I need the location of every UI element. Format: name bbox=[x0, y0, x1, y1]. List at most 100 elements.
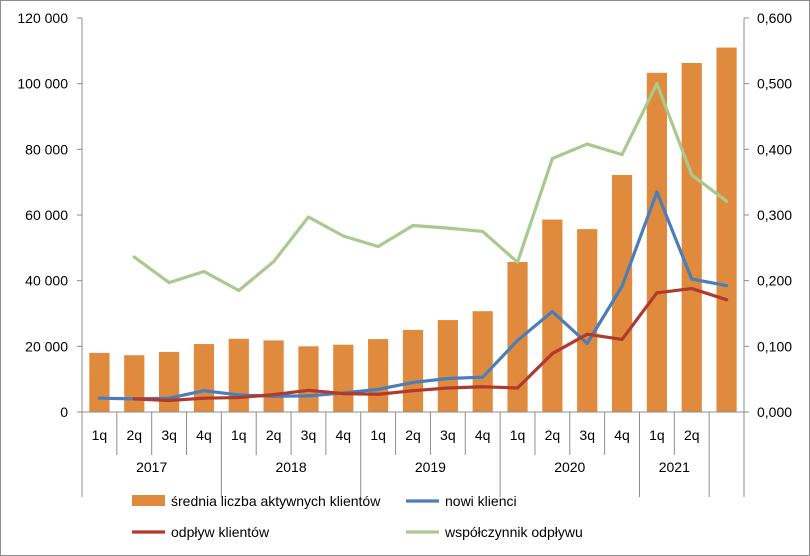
quarter-label-6: 3q bbox=[301, 427, 317, 443]
bar-7 bbox=[333, 344, 354, 412]
line-point-2-1 bbox=[132, 255, 136, 259]
bar-16 bbox=[646, 72, 667, 412]
right-tick-label-4: 0,400 bbox=[757, 141, 792, 157]
line-point-2-12 bbox=[516, 260, 520, 264]
quarter-label-17: 2q bbox=[684, 427, 700, 443]
left-tick-label-3: 60 000 bbox=[25, 207, 68, 223]
right-tick-label-1: 0,100 bbox=[757, 338, 792, 354]
bar-10 bbox=[437, 320, 458, 412]
line-point-1-13 bbox=[550, 352, 554, 356]
quarter-label-14: 3q bbox=[579, 427, 595, 443]
bar-3 bbox=[193, 344, 215, 412]
left-tick-label-1: 20 000 bbox=[25, 338, 68, 354]
line-point-2-4 bbox=[237, 289, 241, 293]
line-point-2-11 bbox=[481, 229, 485, 233]
right-tick-label-0: 0,000 bbox=[757, 404, 792, 420]
quarter-label-5: 2q bbox=[266, 427, 282, 443]
axes-group bbox=[77, 17, 749, 497]
bar-11 bbox=[472, 311, 493, 412]
line-point-1-2 bbox=[167, 399, 171, 403]
line-point-1-17 bbox=[690, 287, 694, 291]
quarter-label-3: 4q bbox=[196, 427, 212, 443]
line-point-1-15 bbox=[620, 337, 624, 341]
bar-12 bbox=[507, 261, 528, 412]
year-label-2: 2019 bbox=[415, 459, 446, 475]
line-point-0-6 bbox=[306, 394, 310, 398]
line-point-1-3 bbox=[202, 396, 206, 400]
line-series-1 bbox=[132, 286, 729, 403]
line-point-1-9 bbox=[411, 389, 415, 393]
line-point-1-1 bbox=[132, 397, 136, 401]
bar-6 bbox=[298, 346, 319, 412]
line-point-1-8 bbox=[376, 392, 380, 396]
right-tick-label-2: 0,200 bbox=[757, 273, 792, 289]
line-point-0-10 bbox=[446, 377, 450, 381]
quarter-label-12: 1q bbox=[510, 427, 526, 443]
quarter-label-15: 4q bbox=[614, 427, 630, 443]
line-point-2-15 bbox=[620, 153, 624, 157]
line-point-1-11 bbox=[481, 385, 485, 389]
bar-0 bbox=[89, 352, 110, 412]
bar-15 bbox=[611, 174, 633, 412]
line-point-2-17 bbox=[690, 173, 694, 177]
line-point-1-5 bbox=[272, 393, 276, 397]
bar-8 bbox=[368, 339, 389, 412]
bar-2 bbox=[159, 351, 180, 412]
line-point-1-14 bbox=[585, 332, 589, 336]
year-label-0: 2017 bbox=[136, 459, 167, 475]
line-point-1-16 bbox=[655, 291, 659, 295]
year-label-3: 2020 bbox=[554, 459, 585, 475]
bar-9 bbox=[402, 329, 424, 412]
bar-14 bbox=[577, 229, 598, 412]
line-point-1-12 bbox=[516, 386, 520, 390]
legend-label-3: współczynnik odpływu bbox=[444, 524, 583, 540]
line-point-0-3 bbox=[202, 389, 206, 393]
line-point-2-14 bbox=[585, 142, 589, 146]
tick-labels-group: 0 20 000 40 000 60 000 80 000 100 000 120 000 0… bbox=[17, 10, 792, 475]
quarter-label-2: 3q bbox=[161, 427, 177, 443]
left-tick-label-2: 40 000 bbox=[25, 273, 68, 289]
line-point-0-0 bbox=[97, 396, 101, 400]
quarter-label-16: 1q bbox=[649, 427, 665, 443]
left-tick-label-6: 120 000 bbox=[17, 10, 68, 26]
line-point-2-10 bbox=[446, 226, 450, 230]
legend-label-0: średnia liczba aktywnych klientów bbox=[171, 493, 381, 509]
line-point-2-13 bbox=[550, 157, 554, 161]
line-point-0-4 bbox=[237, 393, 241, 397]
bar-1 bbox=[124, 355, 145, 412]
line-point-2-8 bbox=[376, 245, 380, 249]
line-point-0-13 bbox=[550, 310, 554, 314]
line-series-2 bbox=[132, 82, 729, 293]
legend-label-1: nowi klienci bbox=[445, 493, 517, 509]
year-label-4: 2021 bbox=[659, 459, 690, 475]
quarter-label-1: 2q bbox=[126, 427, 142, 443]
line-point-2-2 bbox=[167, 281, 171, 285]
line-point-0-8 bbox=[376, 387, 380, 391]
line-point-2-16 bbox=[655, 82, 659, 86]
left-tick-label-4: 80 000 bbox=[25, 141, 68, 157]
line-point-0-16 bbox=[655, 190, 659, 194]
line-point-2-9 bbox=[411, 224, 415, 228]
line-point-0-12 bbox=[516, 338, 520, 342]
line-series-group bbox=[97, 82, 729, 403]
quarter-label-8: 1q bbox=[370, 427, 386, 443]
quarter-label-4: 1q bbox=[231, 427, 247, 443]
bar-5 bbox=[263, 340, 284, 412]
line-point-0-11 bbox=[481, 375, 485, 379]
line-point-2-7 bbox=[341, 234, 345, 238]
line-point-1-18 bbox=[725, 298, 729, 302]
right-tick-label-5: 0,500 bbox=[757, 76, 792, 92]
line-point-0-15 bbox=[620, 284, 624, 288]
quarter-label-11: 4q bbox=[475, 427, 491, 443]
legend: średnia liczba aktywnych klientów nowi kl… bbox=[132, 493, 583, 540]
line-point-1-4 bbox=[237, 396, 241, 400]
line-point-2-18 bbox=[725, 199, 729, 203]
line-point-0-9 bbox=[411, 380, 415, 384]
bar-13 bbox=[542, 219, 563, 412]
line-point-2-3 bbox=[202, 269, 206, 273]
line-point-1-7 bbox=[341, 392, 345, 396]
quarter-label-10: 3q bbox=[440, 427, 456, 443]
line-point-2-6 bbox=[306, 215, 310, 219]
